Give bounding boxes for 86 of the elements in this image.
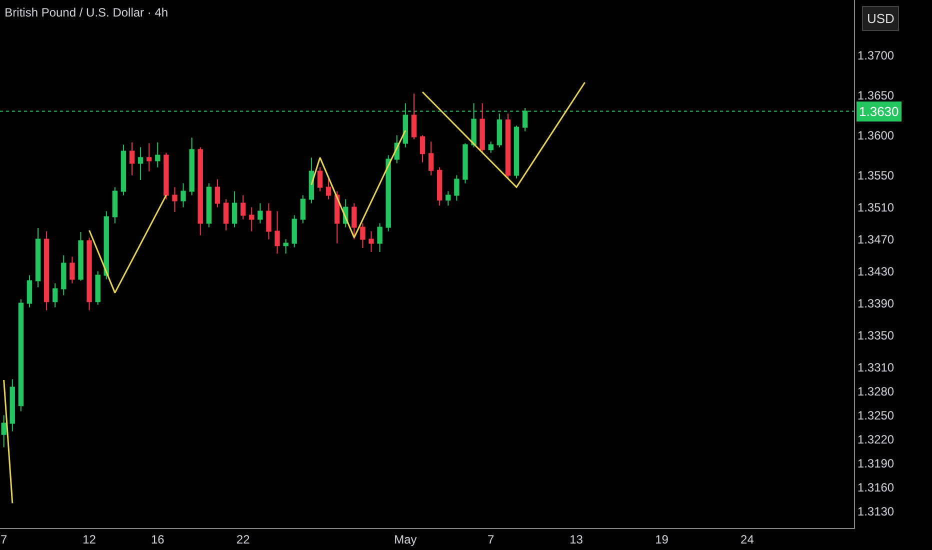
x-tick-label: 7 bbox=[488, 532, 495, 546]
candlestick bbox=[214, 178, 220, 208]
text: British Pound / U.S. Dollar · 4h bbox=[4, 6, 168, 20]
candlestick bbox=[317, 166, 323, 192]
candlestick bbox=[386, 154, 391, 232]
x-tick-label: 16 bbox=[150, 532, 165, 546]
y-tick-label: 1.3550 bbox=[857, 168, 894, 182]
candlestick bbox=[26, 274, 32, 308]
candlestick bbox=[462, 142, 468, 184]
candlestick bbox=[249, 206, 254, 232]
ref-line-label: 1.3630 bbox=[859, 104, 899, 119]
candlestick bbox=[454, 174, 460, 202]
candlestick bbox=[292, 214, 297, 248]
candlestick bbox=[420, 134, 426, 163]
candlestick bbox=[258, 202, 263, 224]
x-tick-label: 19 bbox=[655, 532, 669, 546]
candlestick bbox=[274, 210, 280, 254]
y-tick-label: 1.3650 bbox=[857, 88, 894, 102]
y-tick-label: 1.3220 bbox=[857, 432, 894, 446]
candlestick bbox=[223, 198, 229, 231]
candlestick bbox=[360, 222, 366, 248]
candlestick bbox=[334, 190, 340, 244]
text: USD bbox=[867, 11, 894, 26]
y-tick-label: 1.3700 bbox=[857, 48, 894, 62]
candlestick bbox=[78, 232, 84, 282]
x-tick-label: May bbox=[394, 532, 417, 546]
y-tick-label: 1.3190 bbox=[857, 456, 894, 470]
candlestick bbox=[514, 125, 520, 179]
y-tick-label: 1.3350 bbox=[857, 328, 894, 342]
candlestick bbox=[70, 256, 75, 284]
candlestick bbox=[480, 102, 485, 154]
candlestick bbox=[86, 237, 92, 311]
candlestick bbox=[129, 142, 135, 176]
candlestick bbox=[146, 142, 152, 172]
candlestick bbox=[61, 254, 66, 296]
candlestick bbox=[35, 228, 41, 288]
candlestick bbox=[377, 222, 382, 252]
candlestick bbox=[300, 194, 306, 224]
y-tick-label: 1.3280 bbox=[857, 384, 894, 398]
candlestick bbox=[428, 141, 434, 176]
x-tick-label: 7 bbox=[0, 532, 8, 546]
y-tick-label: 1.3310 bbox=[857, 360, 894, 374]
y-tick-label: 1.3130 bbox=[857, 504, 894, 518]
candlestick bbox=[52, 282, 58, 308]
y-tick-label: 1.3470 bbox=[857, 232, 894, 246]
candlestick bbox=[326, 178, 332, 200]
candlestick bbox=[18, 298, 24, 412]
candlestick bbox=[411, 93, 417, 140]
candlestick bbox=[120, 144, 126, 196]
y-tick-label: 1.3250 bbox=[857, 408, 894, 422]
candlestick bbox=[164, 152, 169, 200]
candlestick bbox=[283, 238, 288, 254]
candlestick bbox=[496, 113, 502, 148]
x-tick-label: 13 bbox=[570, 532, 584, 546]
candlestick bbox=[198, 146, 203, 236]
x-tick-label: 12 bbox=[82, 532, 96, 546]
y-tick-label: 1.3390 bbox=[857, 296, 894, 310]
candlestick bbox=[446, 190, 451, 206]
candlestick bbox=[180, 182, 186, 208]
candlestick bbox=[112, 186, 118, 224]
candlestick bbox=[505, 113, 511, 179]
candlestick bbox=[138, 146, 144, 180]
candlestick bbox=[172, 186, 178, 212]
candlestick bbox=[352, 202, 357, 240]
candlestick bbox=[10, 378, 15, 432]
candlestick bbox=[104, 210, 109, 280]
candlestick bbox=[232, 190, 238, 228]
candlestick bbox=[368, 230, 374, 252]
candlestick bbox=[206, 182, 212, 228]
line-series bbox=[310, 130, 406, 238]
candlestick bbox=[240, 194, 246, 220]
candlestick bbox=[155, 142, 160, 168]
candlestick bbox=[44, 230, 50, 311]
x-tick-label: 22 bbox=[236, 532, 250, 546]
y-tick-label: 1.3160 bbox=[857, 480, 894, 494]
candlestick bbox=[488, 141, 494, 154]
candlestick bbox=[437, 166, 442, 206]
candlestick bbox=[266, 202, 272, 240]
y-tick-label: 1.3430 bbox=[857, 264, 894, 278]
candlestick bbox=[1, 414, 6, 448]
candlestick bbox=[189, 137, 194, 196]
candlestick bbox=[95, 270, 100, 306]
x-tick-label: 24 bbox=[740, 532, 754, 546]
y-tick-label: 1.3600 bbox=[857, 128, 894, 142]
candlestick bbox=[308, 157, 314, 204]
y-tick-label: 1.3510 bbox=[857, 200, 894, 214]
